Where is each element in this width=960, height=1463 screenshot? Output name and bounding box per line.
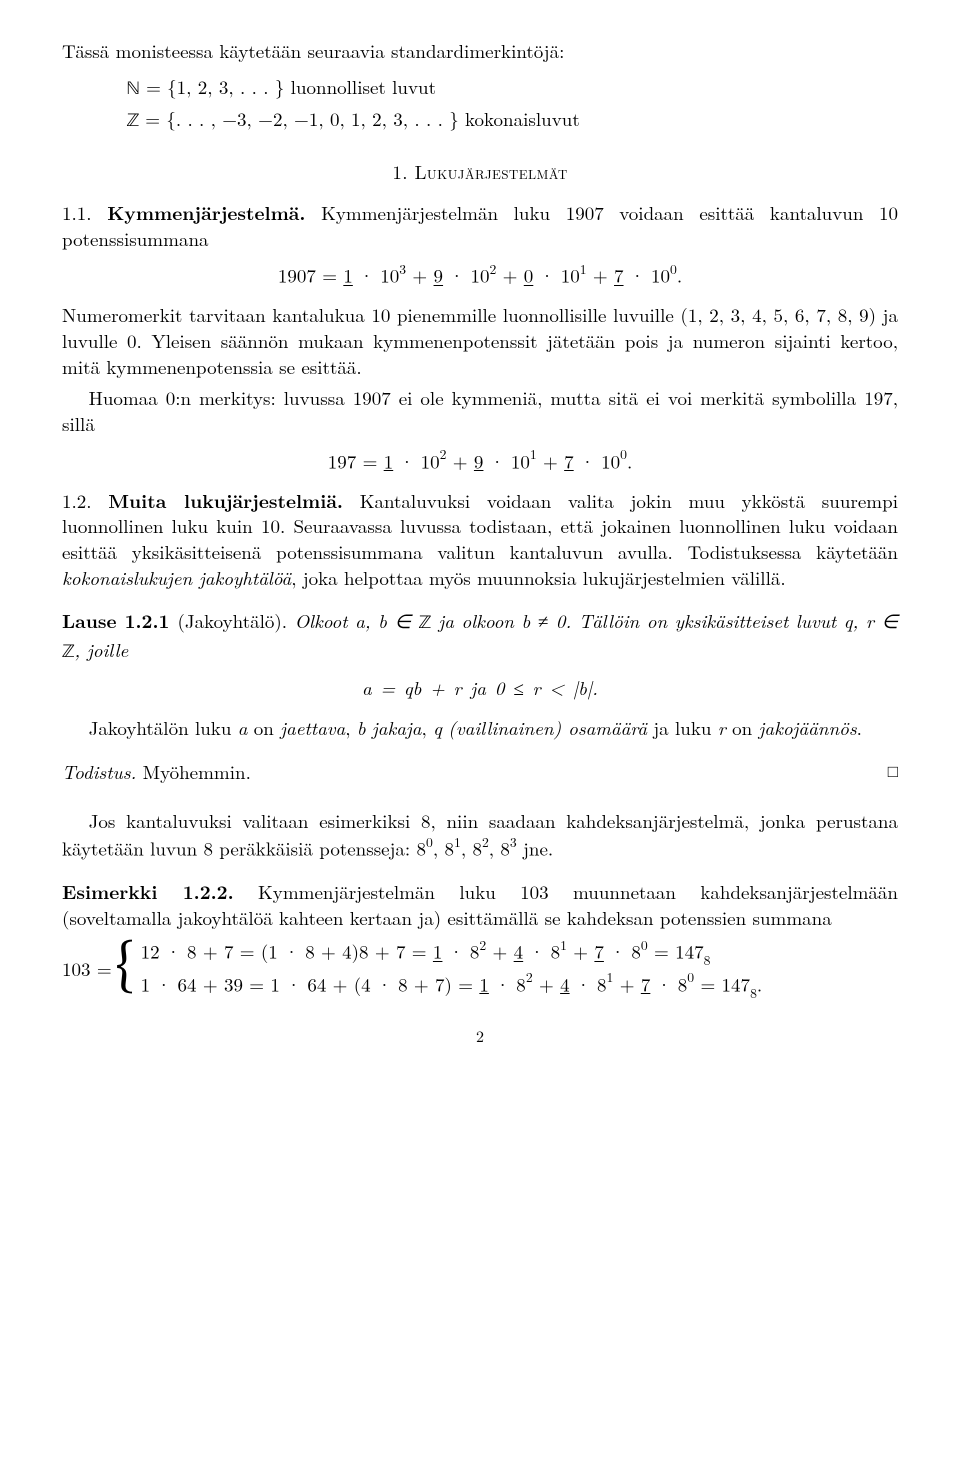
nat-def-text: = {1, 2, 3, . . . } luonnolliset luvut (140, 73, 436, 100)
equation-1907: 1907 = 1 · 103 + 9 · 102 + 0 · 101 + 7 ·… (62, 261, 898, 288)
proof-head: Todistus. (62, 758, 136, 785)
nat-def: ℕ = {1, 2, 3, . . . } luonnolliset luvut (127, 72, 898, 104)
thm-name: (Jakoyhtälö). (178, 607, 288, 634)
qed-icon: □ (888, 759, 898, 782)
theorem-equation: a = qb + r ja 0 ≤ r < |b|. (62, 675, 898, 701)
para-zero-meaning: Huomaa 0:n merkitys: luvussa 1907 ei ole… (62, 385, 898, 436)
sym-N: ℕ (127, 80, 140, 99)
page-number: 2 (62, 1025, 898, 1047)
proof-line: Todistus. Myöhemmin. □ (62, 759, 898, 785)
set-definitions: ℕ = {1, 2, 3, . . . } luonnolliset luvut… (127, 72, 898, 137)
page-content: Tässä monisteessa käytetään seuraavia st… (0, 0, 960, 1071)
subsec-1-2-tail2: , joka helpottaa myös muunnoksia lukujär… (291, 564, 785, 591)
cases-103: 103 = { 12 · 8 + 7 = (1 · 8 + 4)8 + 7 = … (62, 936, 898, 1001)
ex-head: Esimerkki 1.2.2. (62, 877, 234, 905)
example-1-2-2: Esimerkki 1.2.2. Kymmenjärjestelmän luku… (62, 879, 898, 930)
theorem-terms: Jakoyhtälön luku a on jaettava, b jakaja… (62, 715, 898, 741)
intro-lead: Tässä monisteessa käytetään seuraavia st… (62, 38, 898, 64)
sym-Z: ℤ (127, 112, 139, 131)
brace-icon: { (116, 938, 135, 996)
proof-body: Myöhemmin. (136, 758, 251, 785)
theorem-1-2-1: Lause 1.2.1 (Jakoyhtälö). Olkoot a, b ∈ … (62, 608, 898, 665)
case-line-2: 1 · 64 + 39 = 1 · 64 + (4 · 8 + 7) = 1 ·… (141, 969, 763, 1002)
subsec-1-2-num: 1.2. (62, 487, 108, 514)
int-def: ℤ = {. . . , −3, −2, −1, 0, 1, 2, 3, . .… (127, 104, 898, 136)
subsec-num: 1.1. (62, 199, 107, 226)
subsec-1-2-em: kokonaislukujen jakoyhtälöä (62, 564, 291, 591)
section-1-title: 1. Lukujärjestelmät (62, 159, 898, 185)
thm-head: Lause 1.2.1 (62, 606, 178, 634)
subsec-1-2: 1.2. Muita lukujärjestelmiä. Kantaluvuks… (62, 488, 898, 591)
subsec-1-1: 1.1. Kymmenjärjestelmä. Kymmenjärjestelm… (62, 200, 898, 251)
case-line-1: 12 · 8 + 7 = (1 · 8 + 4)8 + 7 = 1 · 82 +… (141, 936, 763, 969)
para-base8: Jos kantaluvuksi valitaan esimerkiksi 8,… (62, 808, 898, 861)
cases-lines: 12 · 8 + 7 = (1 · 8 + 4)8 + 7 = 1 · 82 +… (141, 936, 763, 1001)
subsec-1-2-title: Muita lukujärjestelmiä. (108, 486, 343, 514)
para-digits: Numeromerkit tarvitaan kantalukua 10 pie… (62, 302, 898, 379)
cases-lhs: 103 = (62, 956, 112, 982)
subsec-title: Kymmenjärjestelmä. (107, 198, 305, 226)
int-def-text: = {. . . , −3, −2, −1, 0, 1, 2, 3, . . .… (139, 105, 580, 132)
equation-197: 197 = 1 · 102 + 9 · 101 + 7 · 100. (62, 447, 898, 474)
